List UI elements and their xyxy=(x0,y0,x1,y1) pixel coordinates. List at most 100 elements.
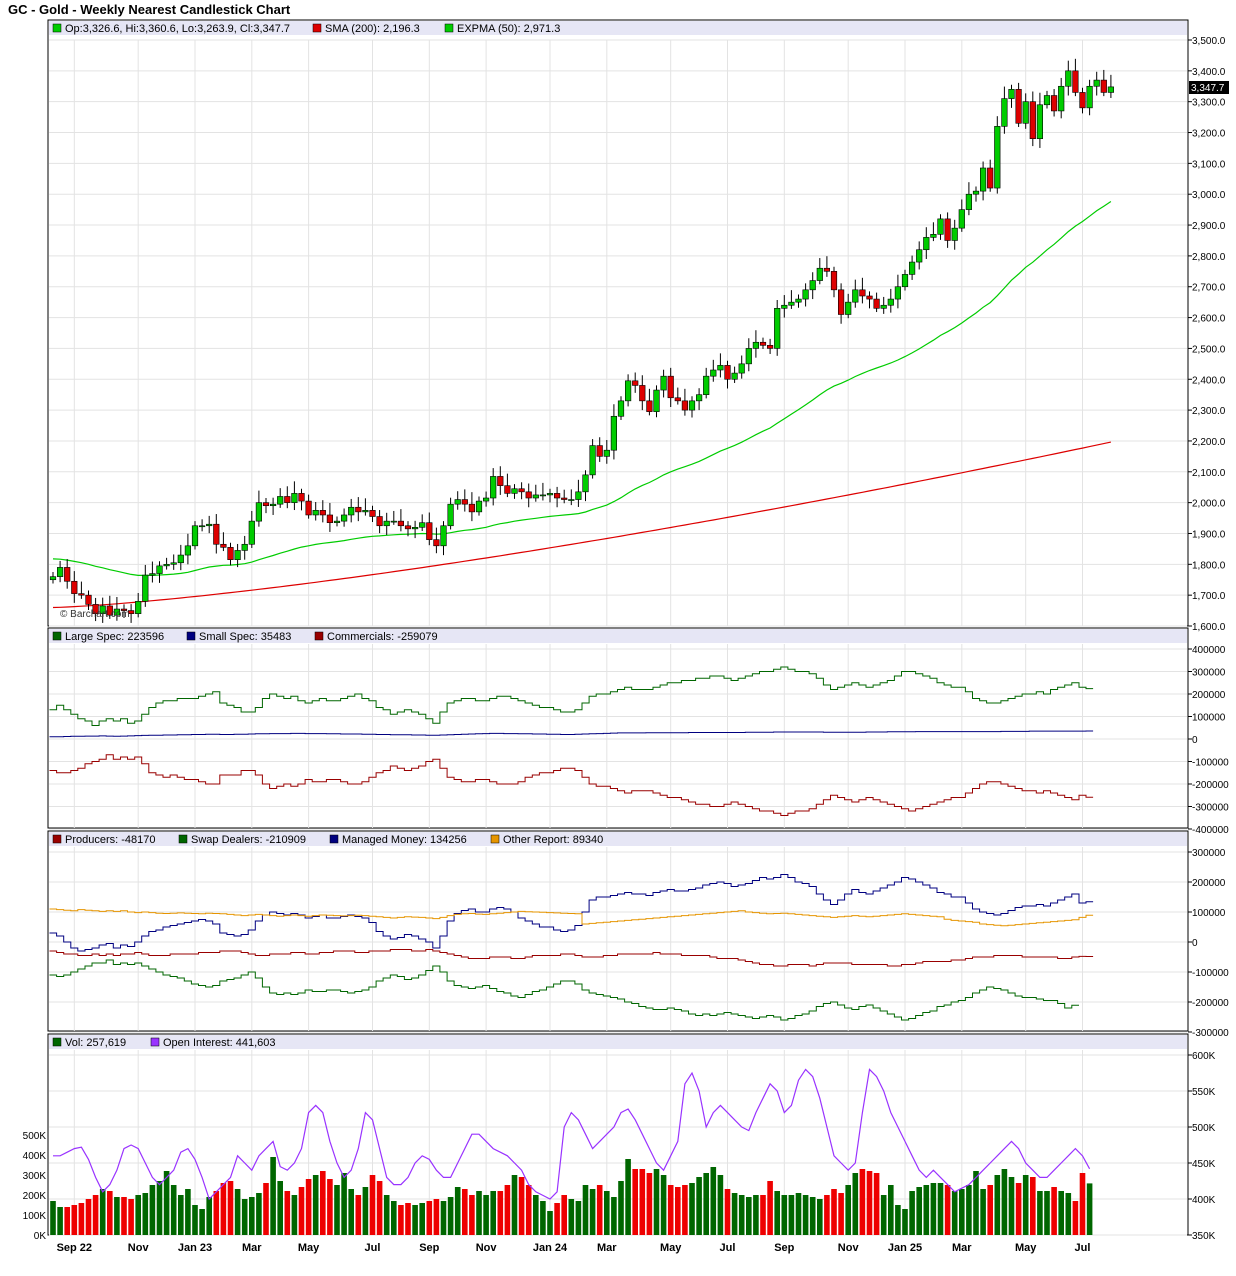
candle-body xyxy=(994,126,1001,189)
candle-body xyxy=(873,298,880,309)
candle-body xyxy=(120,608,128,611)
volume-bar xyxy=(78,1203,85,1235)
price-y-tick-label: 2,800.0 xyxy=(1192,252,1226,263)
price-y-tick-label: 2,600.0 xyxy=(1192,314,1226,325)
volume-bar xyxy=(859,1169,866,1235)
x-tick-label: Jul xyxy=(365,1242,381,1254)
candle-body xyxy=(979,167,987,192)
candle-body xyxy=(85,594,92,605)
candle-body xyxy=(56,567,64,577)
candle-body xyxy=(454,499,461,505)
price-y-tick-label: 1,900.0 xyxy=(1192,529,1226,540)
candle-body xyxy=(866,295,873,300)
legend-swatch-oi xyxy=(150,1037,160,1047)
candle-body xyxy=(177,554,184,564)
price-candles xyxy=(49,58,1114,623)
candle-body xyxy=(880,304,887,309)
candle-body xyxy=(135,601,142,614)
legend-swatch-swap xyxy=(178,834,188,844)
volume-bar xyxy=(1037,1191,1043,1235)
candle-body xyxy=(923,237,930,251)
volume-bar xyxy=(937,1183,944,1235)
candle-body xyxy=(113,608,120,616)
legend-swatch-small-spec xyxy=(186,631,196,641)
legend-commercials: Commercials: -259079 xyxy=(327,631,438,643)
candle-body xyxy=(830,271,838,291)
volume-bar xyxy=(781,1195,788,1235)
candle-body xyxy=(610,415,617,451)
volume-bar xyxy=(1072,1201,1079,1235)
last-price-box xyxy=(1189,81,1229,94)
volume-bar xyxy=(234,1189,241,1235)
candle-body xyxy=(369,510,376,517)
volume-bar xyxy=(170,1185,177,1235)
volume-bar xyxy=(1051,1187,1057,1235)
panel-y-tick-label: -400000 xyxy=(1192,825,1229,836)
candle-body xyxy=(518,488,525,493)
candle-body xyxy=(561,497,568,500)
candle-body xyxy=(553,493,561,499)
candle-body xyxy=(951,227,958,241)
positions-lines xyxy=(49,666,1094,816)
volume-bar xyxy=(987,1185,993,1235)
panel-y-tick-label: -300000 xyxy=(1192,1028,1229,1039)
volume-bar xyxy=(788,1195,795,1235)
vol-y-tick-label-left: 100K xyxy=(23,1211,47,1222)
series-line-commercials xyxy=(49,754,1094,816)
candle-body xyxy=(731,372,738,380)
candle-body xyxy=(184,545,192,556)
volume-bar xyxy=(355,1195,362,1235)
price-y-tick-label: 3,100.0 xyxy=(1192,159,1226,170)
candle-body xyxy=(759,341,767,346)
volume-bar xyxy=(291,1195,298,1235)
volume-bar xyxy=(263,1183,269,1235)
watermark: © Barchart.com xyxy=(60,609,130,620)
legend-vol: Vol: 257,619 xyxy=(65,1037,126,1049)
positions-legend-bar xyxy=(49,629,1187,643)
candle-body xyxy=(916,249,923,263)
volume-bar xyxy=(767,1181,773,1235)
candle-body xyxy=(404,525,412,530)
panel-y-tick-label: 0 xyxy=(1192,735,1198,746)
candle-body xyxy=(234,550,241,560)
x-tick-label: Mar xyxy=(952,1242,972,1254)
price-y-tick-label: 2,100.0 xyxy=(1192,468,1226,479)
candle-body xyxy=(461,499,468,505)
volume-bar xyxy=(1065,1193,1072,1235)
candle-body xyxy=(1008,89,1015,99)
volume-bar xyxy=(1001,1169,1008,1235)
candle-body xyxy=(390,520,397,523)
volume-bar xyxy=(575,1201,582,1235)
x-tick-label: Sep xyxy=(774,1242,794,1254)
x-tick-label: Jan 24 xyxy=(533,1242,568,1254)
volume-bar xyxy=(916,1187,922,1235)
volume-bar xyxy=(298,1187,305,1235)
candle-body xyxy=(972,190,980,195)
panel-y-tick-label: 100000 xyxy=(1192,713,1226,724)
volume-bar xyxy=(774,1191,780,1235)
volume-bar xyxy=(518,1177,525,1235)
candle-body xyxy=(795,298,802,303)
legend-expma: EXPMA (50): 2,971.3 xyxy=(457,23,560,35)
candle-body xyxy=(255,502,263,522)
price-y-tick-label: 2,200.0 xyxy=(1192,437,1226,448)
price-legend-bar xyxy=(49,21,1187,35)
panel-y-tick-label: 0 xyxy=(1192,938,1198,949)
candle-body xyxy=(525,491,532,499)
candle-body xyxy=(894,286,901,300)
last-price-label: 3,347.7 xyxy=(1191,83,1225,94)
candle-body xyxy=(681,400,688,411)
candle-body xyxy=(710,369,717,377)
candle-body xyxy=(632,380,639,386)
legend-small-spec: Small Spec: 35483 xyxy=(199,631,291,643)
positions-panel-frame xyxy=(47,627,1189,829)
legend-large-spec: Large Spec: 223596 xyxy=(65,631,164,643)
legend-swatch-vol xyxy=(52,1037,62,1047)
volume-bar xyxy=(817,1199,823,1235)
candle-body xyxy=(859,289,866,297)
candle-body xyxy=(639,385,646,402)
volume-bar xyxy=(362,1187,369,1235)
vol-y-tick-label-left: 500K xyxy=(23,1131,47,1142)
candle-body xyxy=(965,193,972,210)
vol-y-tick-label-left: 300K xyxy=(23,1171,47,1182)
